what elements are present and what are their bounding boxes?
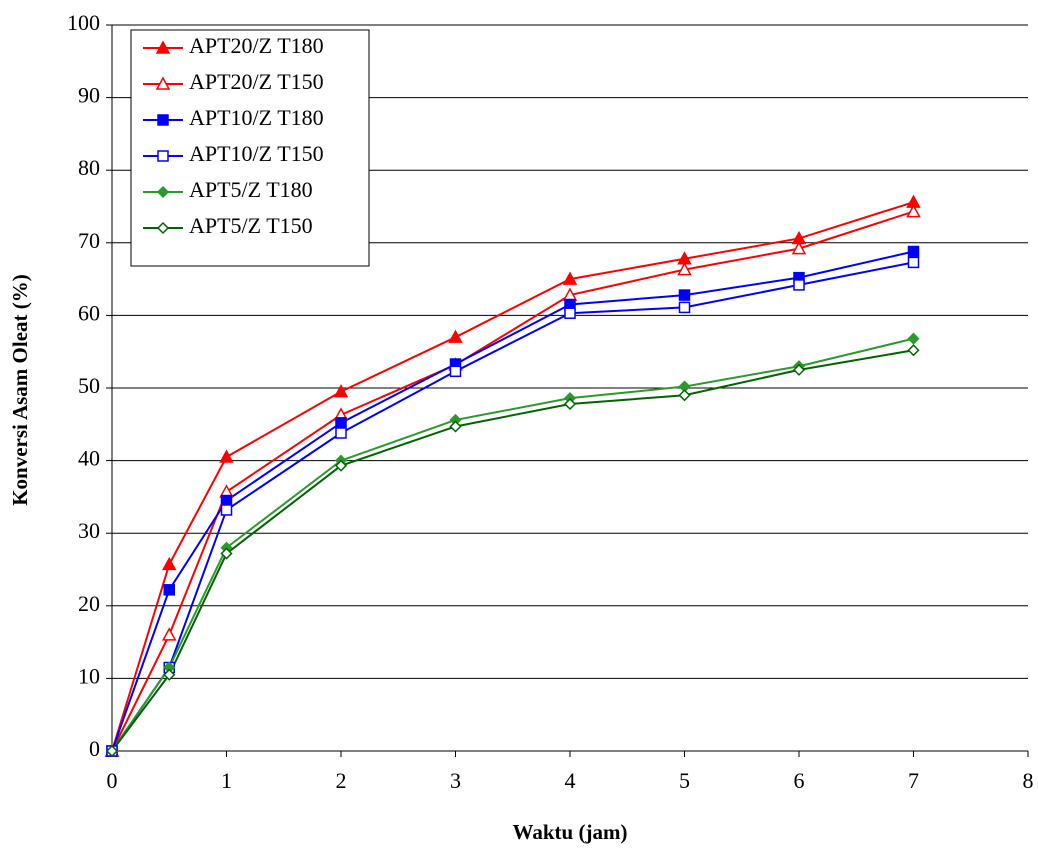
x-tick-label: 7: [908, 768, 919, 793]
x-tick-label: 4: [565, 768, 576, 793]
y-tick-label: 70: [78, 228, 100, 253]
marker: [163, 558, 175, 569]
y-tick-label: 40: [78, 446, 100, 471]
marker: [909, 334, 919, 344]
marker: [335, 386, 347, 397]
legend-label: APT10/Z T180: [189, 105, 324, 130]
marker: [163, 629, 175, 640]
legend-label: APT5/Z T150: [189, 213, 313, 238]
marker: [451, 421, 461, 431]
marker: [336, 428, 346, 438]
x-tick-label: 5: [679, 768, 690, 793]
marker: [164, 585, 174, 595]
marker: [451, 366, 461, 376]
marker: [909, 257, 919, 267]
x-tick-label: 1: [221, 768, 232, 793]
marker: [158, 115, 168, 125]
x-tick-label: 3: [450, 768, 461, 793]
y-tick-label: 80: [78, 155, 100, 180]
marker: [222, 496, 232, 506]
series-line: [112, 339, 914, 751]
page: Waktu (jam) Konversi Asam Oleat (%) 0102…: [0, 0, 1038, 852]
marker: [222, 505, 232, 515]
series-line: [112, 350, 914, 751]
marker: [680, 290, 690, 300]
y-tick-label: 30: [78, 518, 100, 543]
chart: Waktu (jam) Konversi Asam Oleat (%) 0102…: [0, 0, 1038, 852]
y-tick-label: 10: [78, 663, 100, 688]
legend-label: APT20/Z T150: [189, 69, 324, 94]
x-tick-label: 8: [1023, 768, 1034, 793]
x-tick-label: 2: [336, 768, 347, 793]
legend-label: APT20/Z T180: [189, 33, 324, 58]
marker: [680, 390, 690, 400]
series-line: [112, 212, 914, 751]
y-tick-label: 90: [78, 83, 100, 108]
y-tick-label: 100: [67, 10, 100, 35]
marker: [221, 451, 233, 462]
marker: [158, 151, 168, 161]
x-tick-label: 6: [794, 768, 805, 793]
y-tick-label: 0: [89, 736, 100, 761]
marker: [680, 302, 690, 312]
marker: [450, 331, 462, 342]
legend-label: APT10/Z T150: [189, 141, 324, 166]
marker: [794, 280, 804, 290]
marker: [909, 345, 919, 355]
marker: [909, 247, 919, 257]
y-axis-title: Konversi Asam Oleat (%): [8, 274, 32, 506]
marker: [565, 308, 575, 318]
marker: [336, 418, 346, 428]
x-tick-label: 0: [107, 768, 118, 793]
x-axis-title: Waktu (jam): [513, 820, 628, 844]
y-tick-label: 60: [78, 300, 100, 325]
y-tick-label: 20: [78, 591, 100, 616]
legend-label: APT5/Z T180: [189, 177, 313, 202]
y-tick-label: 50: [78, 373, 100, 398]
